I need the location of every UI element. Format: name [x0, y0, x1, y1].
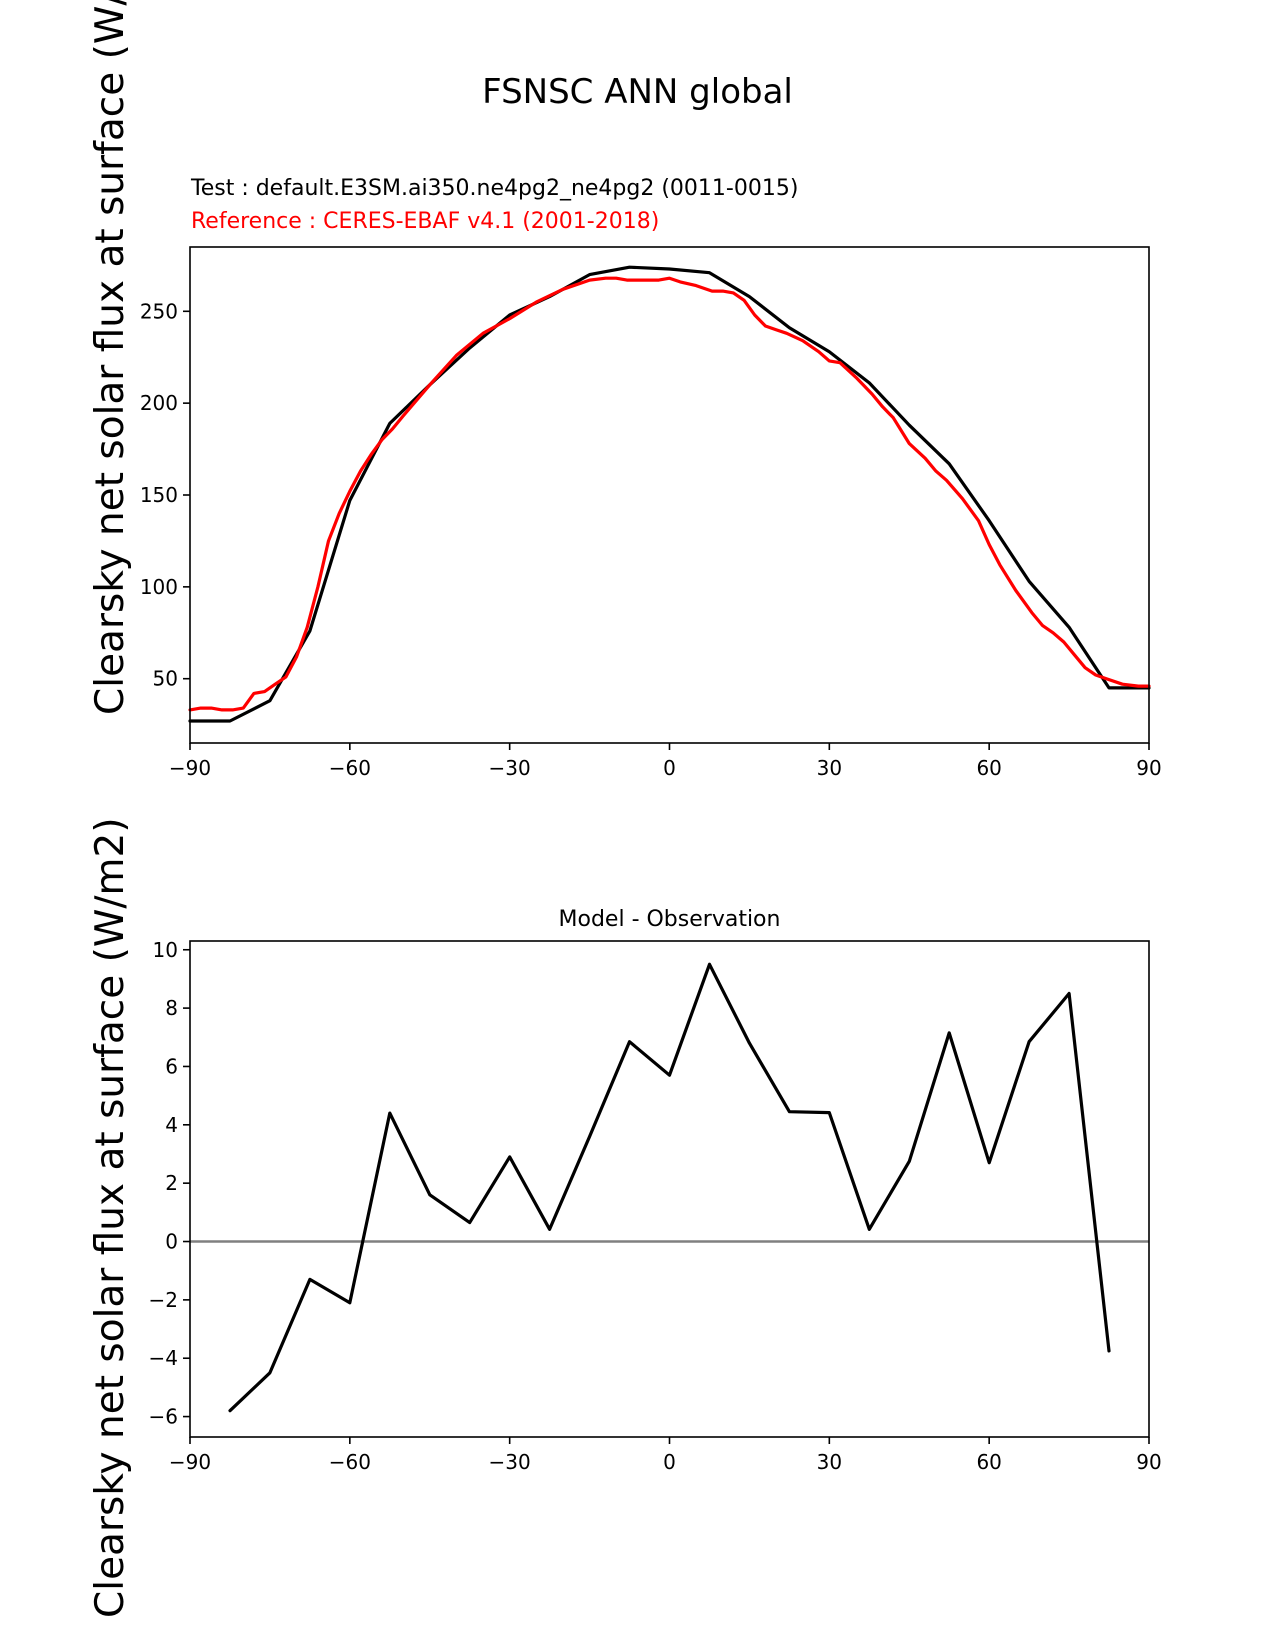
y-tick-label: 0: [165, 1230, 178, 1254]
top-panel: −90 −60 −30 0 30 60 90 50 100 150 200 250: [140, 246, 1162, 780]
x-tick-label: −90: [169, 1450, 211, 1474]
x-tick-label: −30: [489, 1450, 531, 1474]
y-tick-label: −6: [149, 1405, 178, 1429]
y-tick-label: 50: [153, 667, 178, 691]
series-line-0-0: [188, 265, 1151, 723]
x-tick-label: 60: [976, 756, 1001, 780]
y-tick-label: 200: [140, 391, 178, 415]
x-tick-label: −30: [489, 756, 531, 780]
x-tick-label: 0: [663, 756, 676, 780]
x-tick-label: −60: [329, 756, 371, 780]
test-label: Test : default.E3SM.ai350.ne4pg2_ne4pg2 …: [191, 176, 799, 201]
figure-title: FSNSC ANN global: [482, 72, 793, 112]
y-axis-label-top: Clearsky net solar flux at surface (W/m2…: [88, 0, 133, 715]
reference-label: Reference : CERES-EBAF v4.1 (2001-2018): [191, 209, 660, 234]
x-tick-label: −60: [329, 1450, 371, 1474]
plot-frame: [189, 940, 1150, 1438]
x-tick-label: 30: [817, 756, 842, 780]
plot-frame: [189, 246, 1150, 744]
x-tick-label: 30: [817, 1450, 842, 1474]
y-tick-label: −4: [149, 1346, 178, 1370]
x-tick-label: 0: [663, 1450, 676, 1474]
y-tick-label: 4: [165, 1113, 178, 1137]
y-tick-label: 2: [165, 1171, 178, 1195]
bottom-panel: −90 −60 −30 0 30 60 90 −6 −4 −2 0 2 4 6 8 10: [149, 938, 1162, 1474]
x-tick-label: 90: [1136, 1450, 1161, 1474]
difference-panel-title: Model - Observation: [558, 907, 781, 932]
y-tick-label: 100: [140, 575, 178, 599]
y-tick-label: 6: [165, 1054, 178, 1078]
y-tick-label: 150: [140, 483, 178, 507]
y-tick-label: 8: [165, 996, 178, 1020]
y-tick-label: 10: [153, 938, 178, 962]
x-tick-label: −90: [169, 756, 211, 780]
y-tick-label: 250: [140, 299, 178, 323]
x-tick-label: 90: [1136, 756, 1161, 780]
series-line-0-1: [188, 276, 1151, 712]
series-line-1-0: [228, 962, 1111, 1413]
y-axis-label-bottom: Clearsky net solar flux at surface (W/m2…: [88, 817, 133, 1618]
y-tick-label: −2: [149, 1288, 178, 1312]
x-tick-label: 60: [976, 1450, 1001, 1474]
